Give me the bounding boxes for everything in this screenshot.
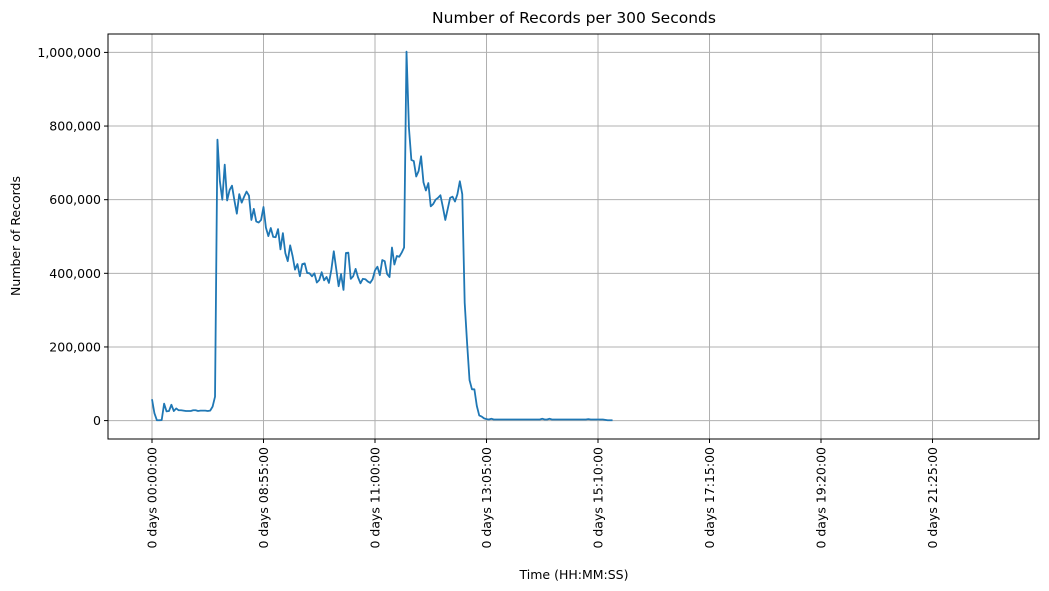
y-tick-label: 600,000: [49, 192, 101, 207]
y-tick-label: 0: [93, 413, 101, 428]
y-axis-label: Number of Records: [8, 176, 23, 296]
x-tick-label: 0 days 13:05:00: [479, 447, 494, 549]
y-tick-label: 1,000,000: [37, 45, 101, 60]
y-tick-label: 400,000: [49, 266, 101, 281]
x-tick-label: 0 days 15:10:00: [591, 447, 606, 549]
axis-ticks: 0 200,000 400,000 600,000 800,000 1,000,000 0 …: [37, 45, 940, 549]
plot-area-frame: [107, 33, 1040, 440]
x-tick-label: 0 days 11:00:00: [368, 447, 383, 549]
x-tick-label: 0 days 19:20:00: [814, 447, 829, 549]
x-tick-label: 0 days 17:15:00: [702, 447, 717, 549]
y-tick-label: 800,000: [49, 119, 101, 134]
y-tick-label: 200,000: [49, 339, 101, 354]
x-tick-label: 0 days 21:25:00: [925, 447, 940, 549]
x-tick-label: 0 days 00:00:00: [145, 447, 160, 549]
grid-lines: [108, 34, 1039, 439]
x-tick-label: 0 days 08:55:00: [256, 447, 271, 549]
records-series-line: [151, 50, 613, 422]
chart-title: Number of Records per 300 Seconds: [432, 9, 716, 27]
x-axis-label: Time (HH:MM:SS): [519, 567, 629, 582]
